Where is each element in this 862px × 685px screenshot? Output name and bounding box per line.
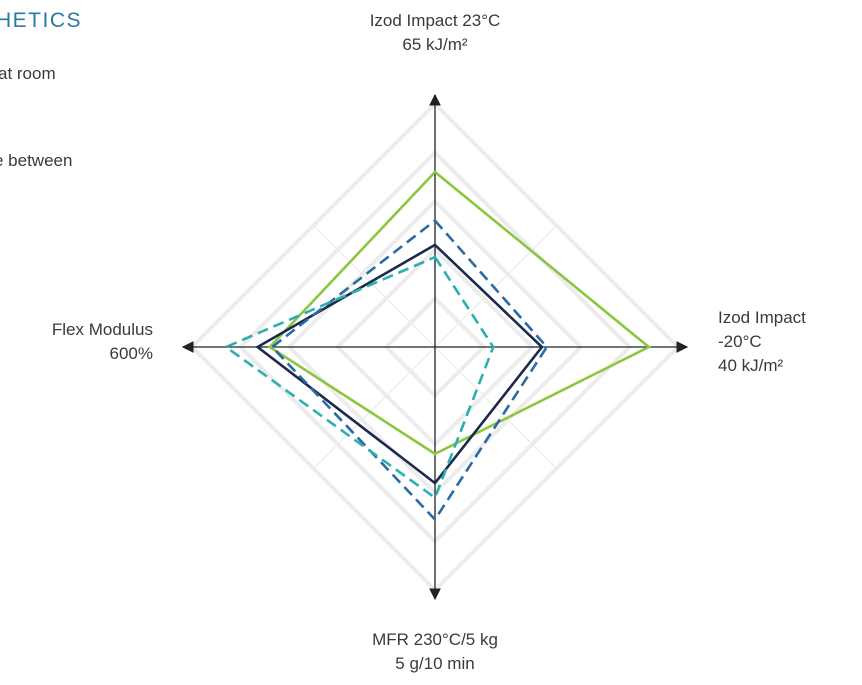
axis-label-top-line-1: Izod Impact 23°C (370, 11, 501, 30)
section-heading: HETICS (0, 9, 83, 32)
axis-label-right-line-2: -20°C (718, 332, 762, 351)
body-text-line-1: at room (0, 64, 56, 83)
body-text-line-2: e between (0, 151, 73, 170)
grid-spoke-3 (313, 225, 436, 348)
axis-label-top-line-2: 65 kJ/m² (402, 35, 468, 54)
axis-label-bottom-line-1: MFR 230°C/5 kg (372, 630, 498, 649)
axis-label-right-line-1: Izod Impact (718, 308, 806, 327)
grid-spoke-1 (434, 225, 557, 348)
series-4-line (223, 255, 495, 500)
series-2-line (255, 243, 544, 485)
grid-spoke-2 (313, 346, 436, 469)
series-1-line (267, 170, 652, 456)
axis-label-right-line-3: 40 kJ/m² (718, 356, 784, 375)
axis-label-left-line-2: 600% (110, 344, 153, 363)
axis-label-bottom-line-2: 5 g/10 min (395, 654, 474, 673)
axis-label-left-line-1: Flex Modulus (52, 320, 153, 339)
